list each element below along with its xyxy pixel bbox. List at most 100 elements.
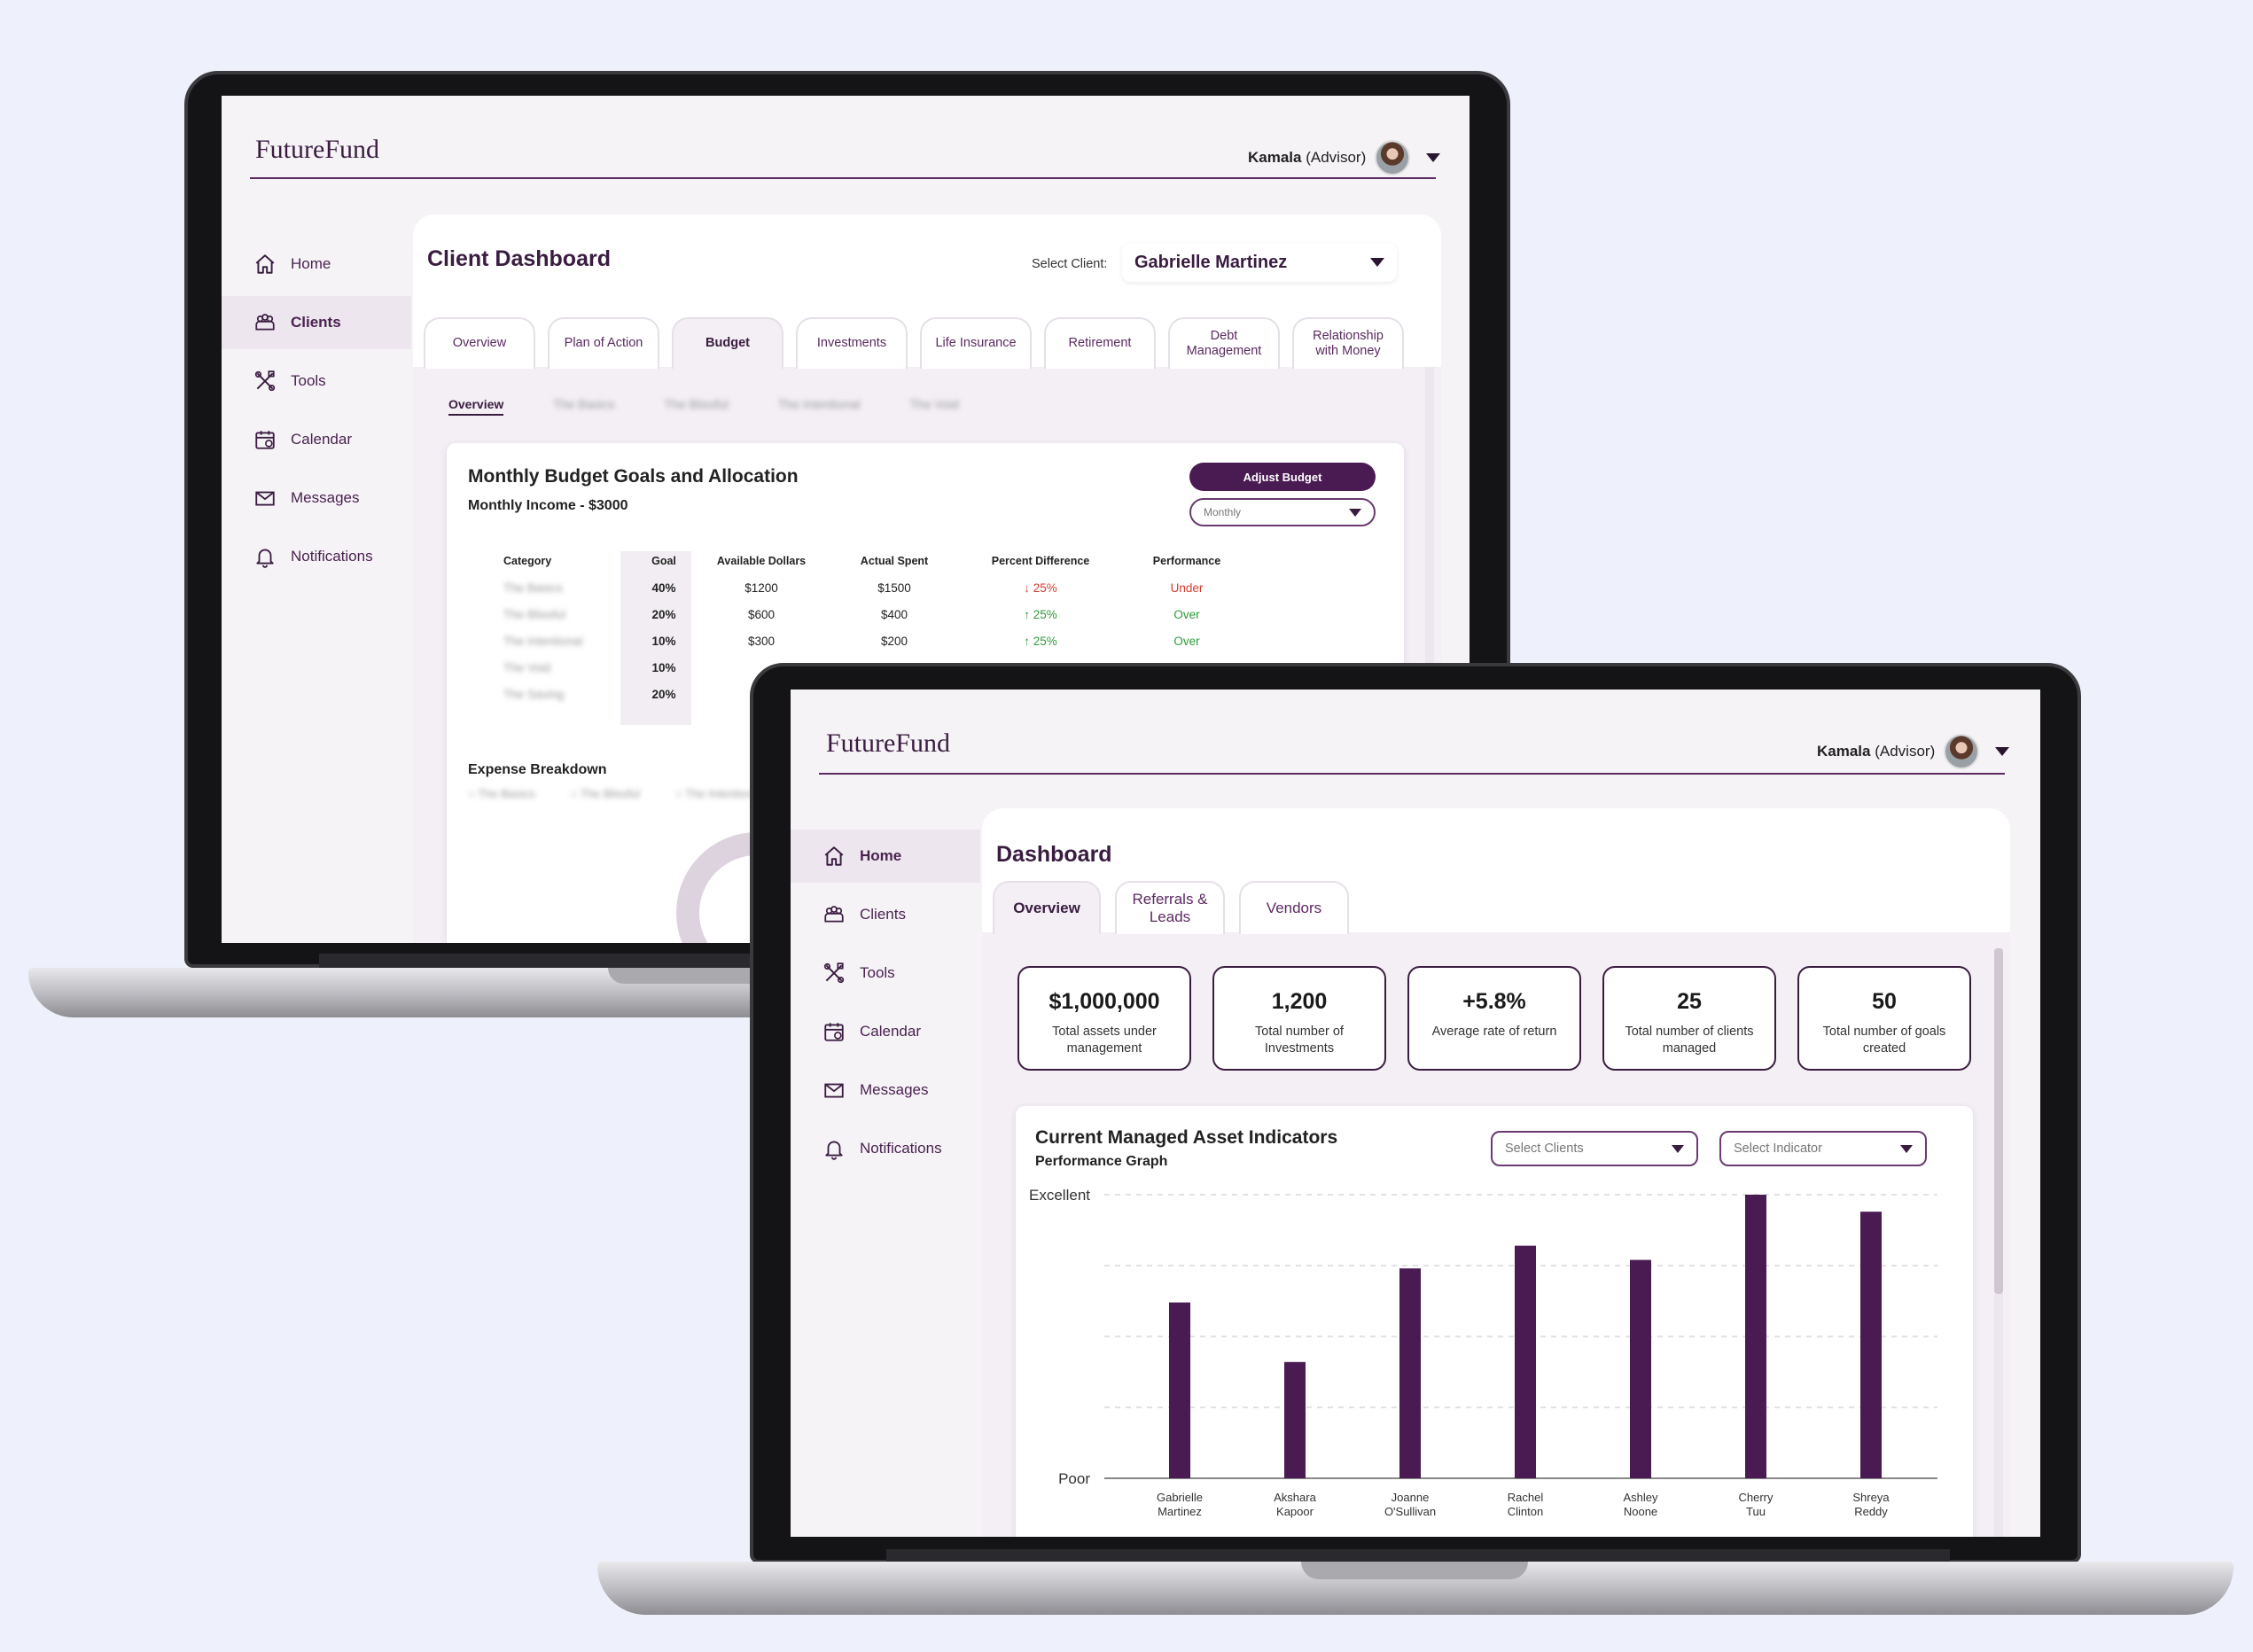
- table-cell-category: The Basics: [503, 581, 563, 595]
- x-tick-label: Shreya Reddy: [1852, 1491, 1890, 1518]
- sidebar-item-tools[interactable]: Tools: [791, 947, 980, 1000]
- sidebar-item-clients[interactable]: Clients: [791, 888, 980, 941]
- sidebar-item-label: Clients: [291, 314, 341, 331]
- calendar-icon: [253, 428, 277, 451]
- table-cell-goal: 10%: [651, 660, 676, 674]
- brand-logo[interactable]: FutureFund: [255, 135, 380, 164]
- bell-icon: [253, 545, 277, 568]
- budget-table: Category Goal Available Dollars Actual Spen…: [482, 548, 1253, 707]
- period-dropdown[interactable]: Monthly: [1189, 498, 1376, 526]
- indicators-title: Current Managed Asset Indicators: [1035, 1127, 1338, 1148]
- user-role: (Advisor): [1306, 149, 1367, 166]
- table-cell-available: $600: [747, 607, 776, 621]
- bar[interactable]: [1745, 1195, 1766, 1478]
- table-header: Category: [503, 555, 552, 567]
- bar[interactable]: [1169, 1302, 1190, 1478]
- tools-icon: [822, 962, 846, 985]
- select-client-dropdown[interactable]: Gabrielle Martinez: [1122, 243, 1397, 282]
- sidebar-item-clients[interactable]: Clients: [222, 296, 411, 349]
- tab-overview[interactable]: Overview: [424, 317, 535, 369]
- budget-title: Monthly Budget Goals and Allocation: [468, 466, 799, 487]
- x-tick-label: Ashley Noone: [1623, 1491, 1658, 1518]
- avatar[interactable]: [1944, 734, 1980, 769]
- tab-debt-management[interactable]: Debt Management: [1168, 317, 1280, 369]
- stat-card[interactable]: 25 Total number of clients managed: [1602, 966, 1776, 1071]
- tab-vendors[interactable]: Vendors: [1239, 881, 1349, 934]
- subtab-the-blissful[interactable]: The Blissful: [664, 397, 729, 411]
- tab-investments[interactable]: Investments: [796, 317, 908, 369]
- y-tick-label: Excellent: [1029, 1187, 1090, 1204]
- select-client-label: Select Client:: [1032, 257, 1108, 271]
- stat-card[interactable]: +5.8% Average rate of return: [1407, 966, 1581, 1071]
- chevron-down-icon[interactable]: [1995, 747, 2010, 756]
- user-name: Kamala: [1817, 743, 1871, 760]
- bar[interactable]: [1860, 1212, 1882, 1478]
- expense-breakdown-title: Expense Breakdown: [468, 762, 607, 777]
- x-tick-label: Gabrielle Martinez: [1157, 1491, 1203, 1518]
- table-cell-category: The Saving: [503, 687, 565, 701]
- chevron-down-icon[interactable]: [1426, 153, 1441, 162]
- tab-referrals-leads[interactable]: Referrals & Leads: [1115, 881, 1225, 934]
- sidebar-item-notifications[interactable]: Notifications: [222, 530, 411, 583]
- subtab-the-basics[interactable]: The Basics: [553, 397, 615, 411]
- sidebar-item-label: Clients: [860, 906, 906, 923]
- scrollbar-thumb[interactable]: [1994, 948, 2003, 1294]
- sidebar-item-calendar[interactable]: Calendar: [222, 413, 411, 466]
- sidebar-item-notifications[interactable]: Notifications: [791, 1122, 980, 1175]
- stat-value: 1,200: [1271, 989, 1328, 1014]
- table-header: Actual Spent: [860, 555, 929, 567]
- tab-budget[interactable]: Budget: [672, 317, 783, 369]
- table-cell-spent: $1500: [877, 581, 911, 595]
- table-cell-diff: ↑ 25%: [1024, 634, 1057, 648]
- sidebar-item-messages[interactable]: Messages: [791, 1064, 980, 1117]
- sidebar-item-messages[interactable]: Messages: [222, 471, 411, 525]
- sidebar-item-label: Home: [291, 255, 331, 272]
- table-cell-category: The Intentional: [503, 634, 583, 648]
- brand-logo[interactable]: FutureFund: [826, 729, 951, 758]
- stat-card[interactable]: 1,200 Total number of Investments: [1212, 966, 1386, 1071]
- legend-item: ○ The Blissful: [570, 787, 640, 800]
- table-header: Percent Difference: [991, 555, 1090, 567]
- select-indicator-dropdown[interactable]: Select Indicator: [1719, 1131, 1927, 1166]
- sidebar-item-tools[interactable]: Tools: [222, 355, 411, 408]
- table-row: The Basics 40% $1200 $1500 ↓ 25% Under: [482, 574, 1253, 601]
- calendar-icon: [822, 1020, 846, 1043]
- user-menu[interactable]: Kamala (Advisor): [1248, 140, 1441, 175]
- sidebar-item-calendar[interactable]: Calendar: [791, 1005, 980, 1058]
- stat-card[interactable]: $1,000,000 Total assets under management: [1017, 966, 1191, 1071]
- tab-life-insurance[interactable]: Life Insurance: [920, 317, 1032, 369]
- bar[interactable]: [1284, 1361, 1306, 1478]
- page-title: Dashboard: [996, 842, 1112, 867]
- scrollbar[interactable]: [1994, 948, 2003, 1537]
- subtab-overview[interactable]: Overview: [448, 397, 504, 416]
- table-cell-goal: 20%: [651, 687, 676, 701]
- sidebar-item-home[interactable]: Home: [222, 238, 411, 291]
- bar[interactable]: [1630, 1259, 1651, 1478]
- chevron-down-icon: [1672, 1144, 1684, 1153]
- user-name: Kamala: [1248, 149, 1302, 166]
- user-menu[interactable]: Kamala (Advisor): [1817, 734, 2010, 769]
- subtab-the-intentional[interactable]: The Intentional: [777, 397, 861, 411]
- bar[interactable]: [1515, 1245, 1536, 1478]
- monthly-income: Monthly Income - $3000: [468, 498, 628, 513]
- subtab-the-void[interactable]: The Void: [909, 397, 959, 411]
- adjust-budget-button[interactable]: Adjust Budget: [1189, 463, 1376, 491]
- tab-relationship-with-money[interactable]: Relationship with Money: [1292, 317, 1404, 369]
- sidebar-item-label: Calendar: [860, 1023, 921, 1040]
- table-cell-perf: Over: [1173, 634, 1200, 648]
- tab-retirement[interactable]: Retirement: [1044, 317, 1156, 369]
- avatar[interactable]: [1375, 140, 1411, 175]
- tab-overview[interactable]: Overview: [993, 881, 1101, 934]
- scrollbar[interactable]: [1425, 367, 1434, 943]
- select-clients-dropdown[interactable]: Select Clients: [1491, 1131, 1698, 1166]
- stat-card[interactable]: 50 Total number of goals created: [1797, 966, 1971, 1071]
- table-row: The Intentional 10% $300 $200 ↑ 25% Over: [482, 627, 1253, 654]
- x-tick-label: Cherry Tuu: [1738, 1491, 1774, 1518]
- bar[interactable]: [1399, 1268, 1421, 1478]
- sidebar-item-home[interactable]: Home: [791, 830, 980, 883]
- sidebar-item-label: Tools: [860, 964, 895, 981]
- sidebar-item-label: Calendar: [291, 431, 352, 448]
- sidebar-item-label: Notifications: [291, 548, 373, 565]
- clients-icon: [253, 311, 277, 334]
- tab-plan-of-action[interactable]: Plan of Action: [548, 317, 659, 369]
